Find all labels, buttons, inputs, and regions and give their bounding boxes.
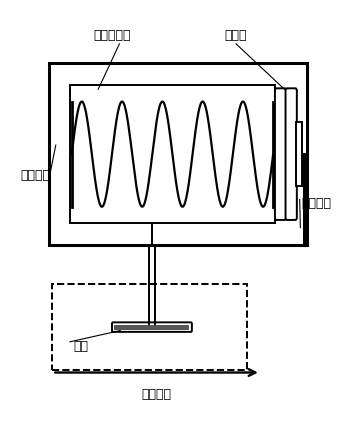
Bar [115, 325, 190, 330]
Bar [70, 85, 275, 223]
Text: 屏蔽外壳: 屏蔽外壳 [20, 169, 51, 182]
FancyBboxPatch shape [112, 322, 192, 332]
Text: 馈入端口: 馈入端口 [302, 198, 331, 210]
Bar [296, 122, 303, 186]
Bar [49, 64, 307, 245]
Bar [52, 284, 247, 371]
Text: 耦合环: 耦合环 [225, 29, 247, 42]
FancyBboxPatch shape [275, 88, 286, 220]
FancyBboxPatch shape [285, 88, 297, 220]
Text: 螺线管线圈: 螺线管线圈 [94, 29, 131, 42]
Text: 极板: 极板 [74, 339, 88, 353]
Text: 束流方向: 束流方向 [141, 388, 172, 401]
